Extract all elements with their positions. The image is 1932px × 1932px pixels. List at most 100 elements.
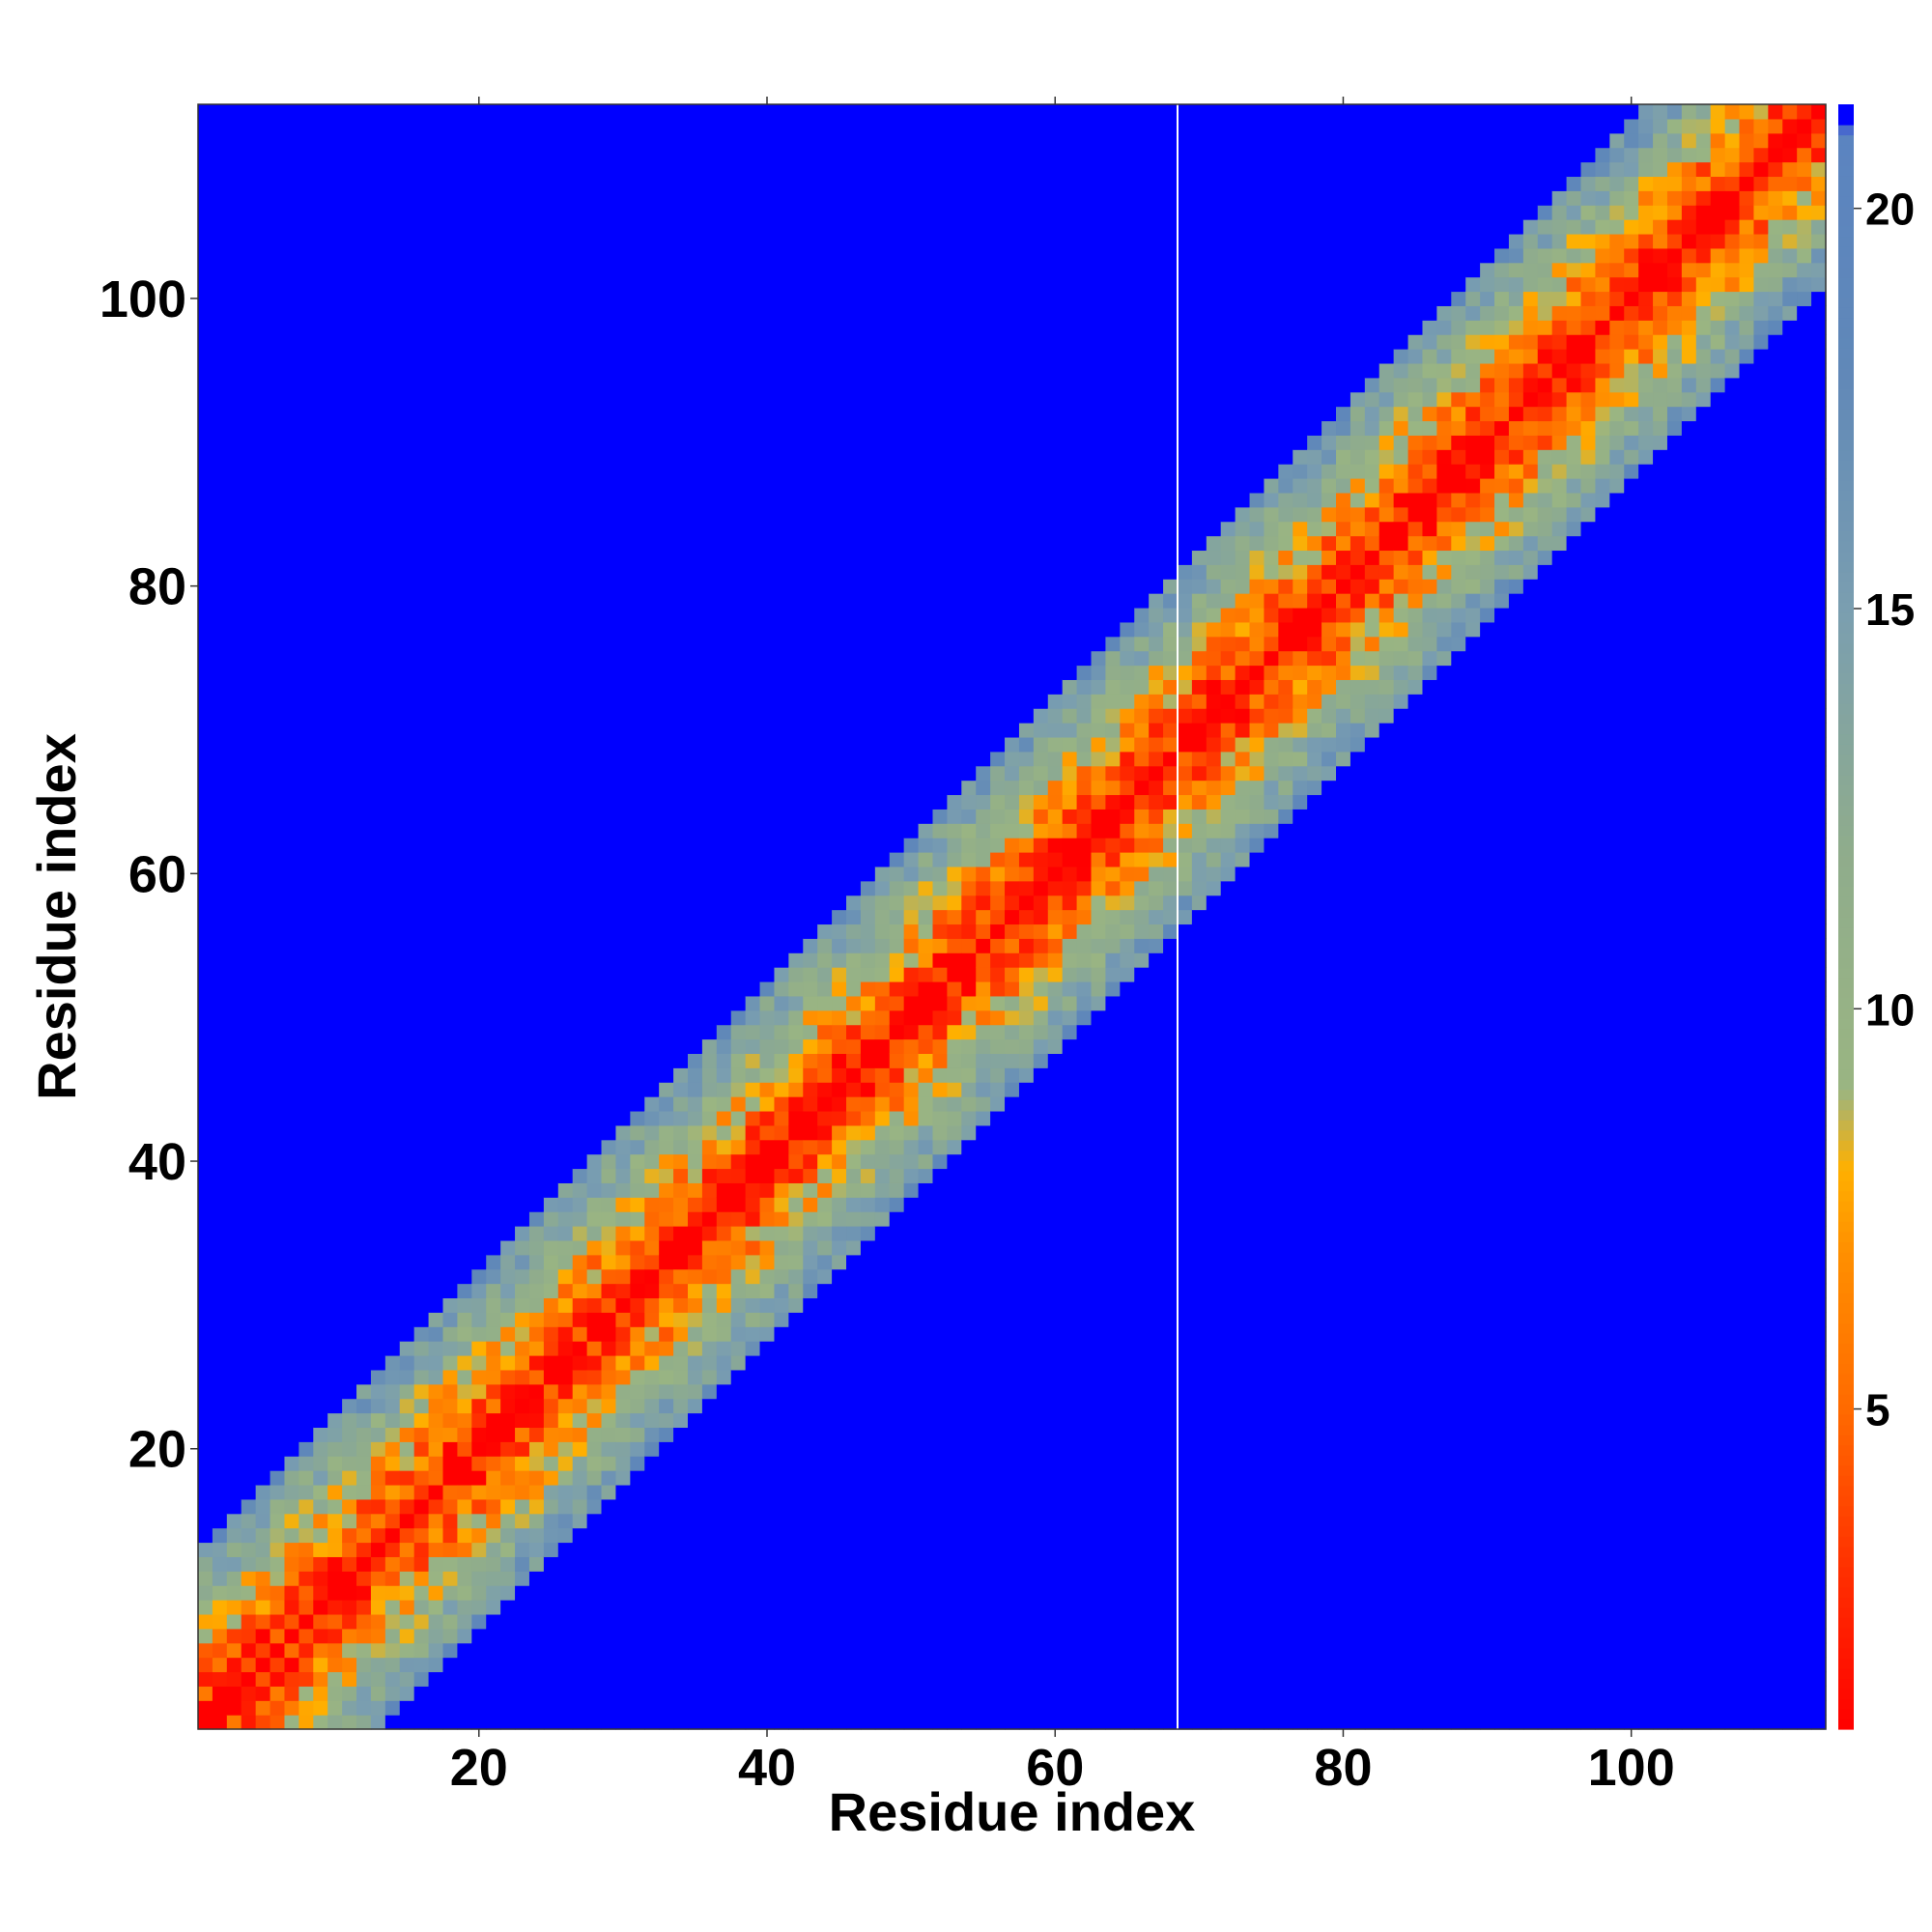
heatmap-cell <box>356 478 372 494</box>
heatmap-cell <box>687 1110 703 1126</box>
heatmap-cell <box>284 205 299 220</box>
heatmap-cell <box>428 1383 444 1400</box>
heatmap-cell <box>241 406 257 422</box>
heatmap-cell <box>630 1383 645 1400</box>
heatmap-cell <box>198 1124 213 1141</box>
heatmap-cell <box>298 406 314 422</box>
heatmap-cell <box>601 1686 617 1701</box>
heatmap-cell <box>543 765 559 781</box>
heatmap-cell <box>572 132 588 149</box>
heatmap-cell <box>515 291 530 306</box>
heatmap-cell <box>630 176 645 191</box>
heatmap-cell <box>442 147 459 163</box>
heatmap-cell <box>284 621 299 638</box>
heatmap-cell <box>212 1226 228 1241</box>
heatmap-cell <box>716 1686 732 1701</box>
heatmap-cell <box>716 823 732 838</box>
heatmap-cell <box>601 377 617 393</box>
heatmap-cell <box>832 1642 847 1659</box>
heatmap-cell <box>270 967 286 982</box>
heatmap-cell <box>788 1398 804 1414</box>
heatmap-cell <box>557 967 574 982</box>
heatmap-cell <box>515 1009 530 1026</box>
heatmap-cell <box>342 1369 357 1385</box>
heatmap-cell <box>198 1110 213 1126</box>
heatmap-cell <box>701 1226 718 1241</box>
heatmap-cell <box>543 679 559 695</box>
heatmap-cell <box>255 1498 271 1515</box>
heatmap-cell <box>241 650 257 667</box>
heatmap-cell <box>428 938 444 953</box>
heatmap-cell <box>759 104 776 120</box>
heatmap-cell <box>557 880 574 896</box>
heatmap-cell <box>515 1628 530 1644</box>
heatmap-cell <box>528 276 545 293</box>
heatmap-cell <box>586 780 603 796</box>
heatmap-cell <box>716 708 732 724</box>
heatmap-cell <box>356 233 372 249</box>
heatmap-cell <box>817 1671 833 1687</box>
heatmap-cell <box>687 980 703 997</box>
heatmap-cell <box>356 866 372 882</box>
heatmap-cell <box>630 1657 645 1673</box>
heatmap-cell <box>342 679 357 695</box>
heatmap-cell <box>630 1067 645 1083</box>
heatmap-cell <box>399 1585 415 1601</box>
heatmap-cell <box>788 334 804 350</box>
heatmap-cell <box>384 952 401 968</box>
heatmap-cell <box>803 952 818 968</box>
heatmap-cell <box>644 219 660 235</box>
heatmap-cell <box>212 334 228 350</box>
heatmap-cell <box>399 723 415 738</box>
heatmap-cell <box>701 621 718 638</box>
heatmap-cell <box>370 780 386 796</box>
heatmap-cell <box>528 838 545 853</box>
heatmap-cell <box>327 1297 343 1313</box>
heatmap-cell <box>413 593 430 609</box>
heatmap-cell <box>644 391 660 408</box>
heatmap-cell <box>759 550 776 565</box>
heatmap-cell <box>644 895 660 911</box>
heatmap-cell <box>486 276 501 293</box>
heatmap-cell <box>543 190 559 206</box>
heatmap-cell <box>644 247 660 264</box>
heatmap-cell <box>716 1484 732 1500</box>
heatmap-cell <box>198 1024 213 1040</box>
heatmap-cell <box>471 593 487 609</box>
heatmap-cell <box>413 1441 430 1457</box>
heatmap-cell <box>500 1613 516 1630</box>
heatmap-cell <box>226 362 242 379</box>
heatmap-cell <box>457 1110 472 1126</box>
heatmap-cell <box>284 377 299 393</box>
heatmap-cell <box>255 621 271 638</box>
heatmap-cell <box>198 132 213 149</box>
heatmap-cell <box>442 1613 459 1630</box>
heatmap-cell <box>673 464 689 479</box>
heatmap-cell <box>241 765 257 781</box>
heatmap-cell <box>601 464 617 479</box>
heatmap-cell <box>442 1124 459 1141</box>
heatmap-cell <box>327 564 343 580</box>
heatmap-cell <box>284 1326 299 1342</box>
heatmap-cell <box>413 823 430 838</box>
heatmap-cell <box>500 1427 516 1442</box>
heatmap-cell <box>399 1211 415 1227</box>
heatmap-cell <box>659 1498 674 1515</box>
heatmap-cell <box>270 1628 286 1644</box>
heatmap-cell <box>586 420 603 436</box>
heatmap-cell <box>557 176 574 191</box>
heatmap-cell <box>730 205 747 220</box>
heatmap-cell <box>788 420 804 436</box>
heatmap-cell <box>428 1628 444 1644</box>
heatmap-cell <box>198 665 213 680</box>
heatmap-cell <box>370 176 386 191</box>
heatmap-cell <box>413 1082 430 1097</box>
heatmap-cell <box>298 1600 314 1615</box>
heatmap-cell <box>284 967 299 982</box>
heatmap-cell <box>759 1082 776 1097</box>
heatmap-cell <box>572 665 588 680</box>
heatmap-cell <box>528 190 545 206</box>
heatmap-cell <box>241 377 257 393</box>
heatmap-cell <box>701 1369 718 1385</box>
heatmap-cell <box>313 967 328 982</box>
